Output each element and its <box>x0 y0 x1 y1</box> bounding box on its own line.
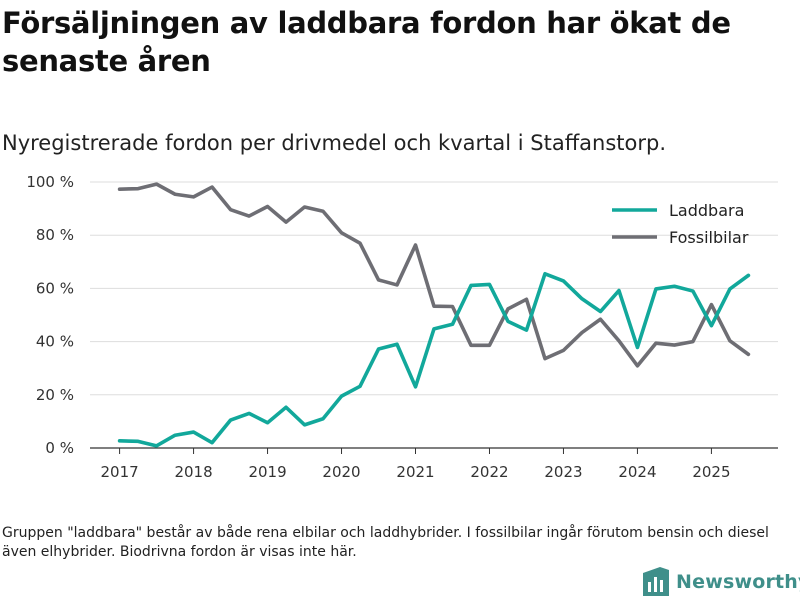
y-tick-label: 20 % <box>36 386 74 404</box>
x-tick-label: 2020 <box>322 463 360 481</box>
y-tick-label: 40 % <box>36 333 74 351</box>
x-tick-label: 2017 <box>100 463 138 481</box>
x-tick-label: 2019 <box>248 463 286 481</box>
series-lines <box>117 182 751 448</box>
gridlines <box>90 181 778 396</box>
y-tick-label: 80 % <box>36 226 74 244</box>
logo-text: Newsworthy <box>676 571 800 593</box>
chart-title: Försäljningen av laddbara fordon har öka… <box>2 6 731 78</box>
legend-label-fossilbilar: Fossilbilar <box>669 228 749 247</box>
newsworthy-logo: Newsworthy <box>642 566 800 598</box>
x-tick-label: 2023 <box>544 463 582 481</box>
y-tick-label: 60 % <box>36 279 74 297</box>
x-tick-label: 2024 <box>618 463 656 481</box>
series-line-laddbara <box>117 271 751 448</box>
legend: Laddbara Fossilbilar <box>612 201 749 247</box>
y-tick-label: 100 % <box>26 173 74 191</box>
axes: 0 % 20 % 40 % 60 % 80 % 100 % 2017 2018 2019 2020… <box>26 173 778 481</box>
chart-subtitle: Nyregistrerade fordon per drivmedel och … <box>2 131 667 155</box>
y-tick-label: 0 % <box>45 439 74 457</box>
x-tick-label: 2025 <box>692 463 730 481</box>
legend-label-laddbara: Laddbara <box>669 201 744 220</box>
newsworthy-bar-chart-icon <box>643 567 669 596</box>
line-chart: 0 % 20 % 40 % 60 % 80 % 100 % 2017 2018 2019 2020… <box>26 173 778 481</box>
x-tick-label: 2021 <box>396 463 434 481</box>
x-tick-label: 2022 <box>470 463 508 481</box>
x-tick-label: 2018 <box>174 463 212 481</box>
footnote: Gruppen "laddbara" består av både rena e… <box>2 525 769 560</box>
